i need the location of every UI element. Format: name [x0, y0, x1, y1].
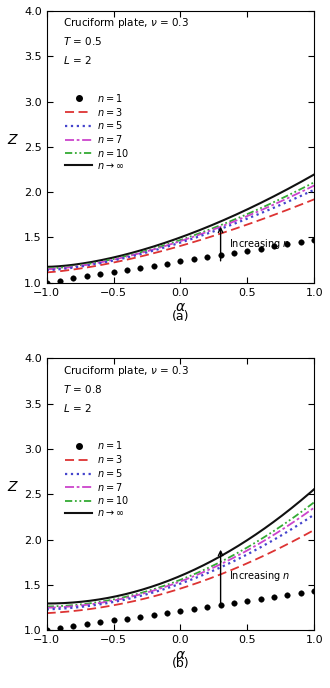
- Text: $L$ = 2: $L$ = 2: [63, 54, 91, 67]
- Text: $L$ = 2: $L$ = 2: [63, 402, 91, 414]
- Text: $T$ = 0.8: $T$ = 0.8: [63, 383, 102, 395]
- Text: (b): (b): [172, 658, 189, 670]
- X-axis label: $\alpha$: $\alpha$: [175, 648, 186, 662]
- Y-axis label: $Z$: $Z$: [7, 480, 19, 495]
- Legend: $n = 1$, $n = 3$, $n = 5$, $n = 7$, $n = 10$, $n \rightarrow \infty$: $n = 1$, $n = 3$, $n = 5$, $n = 7$, $n =…: [65, 440, 129, 518]
- Y-axis label: $Z$: $Z$: [7, 133, 19, 147]
- X-axis label: $\alpha$: $\alpha$: [175, 301, 186, 314]
- Text: $T$ = 0.5: $T$ = 0.5: [63, 35, 102, 47]
- Text: Increasing $n$: Increasing $n$: [229, 570, 290, 583]
- Text: Cruciform plate, $\nu$ = 0.3: Cruciform plate, $\nu$ = 0.3: [63, 364, 189, 378]
- Text: Increasing $n$: Increasing $n$: [229, 237, 290, 250]
- Text: Cruciform plate, $\nu$ = 0.3: Cruciform plate, $\nu$ = 0.3: [63, 17, 189, 30]
- Text: (a): (a): [172, 310, 189, 323]
- Legend: $n = 1$, $n = 3$, $n = 5$, $n = 7$, $n = 10$, $n \rightarrow \infty$: $n = 1$, $n = 3$, $n = 5$, $n = 7$, $n =…: [65, 92, 129, 171]
